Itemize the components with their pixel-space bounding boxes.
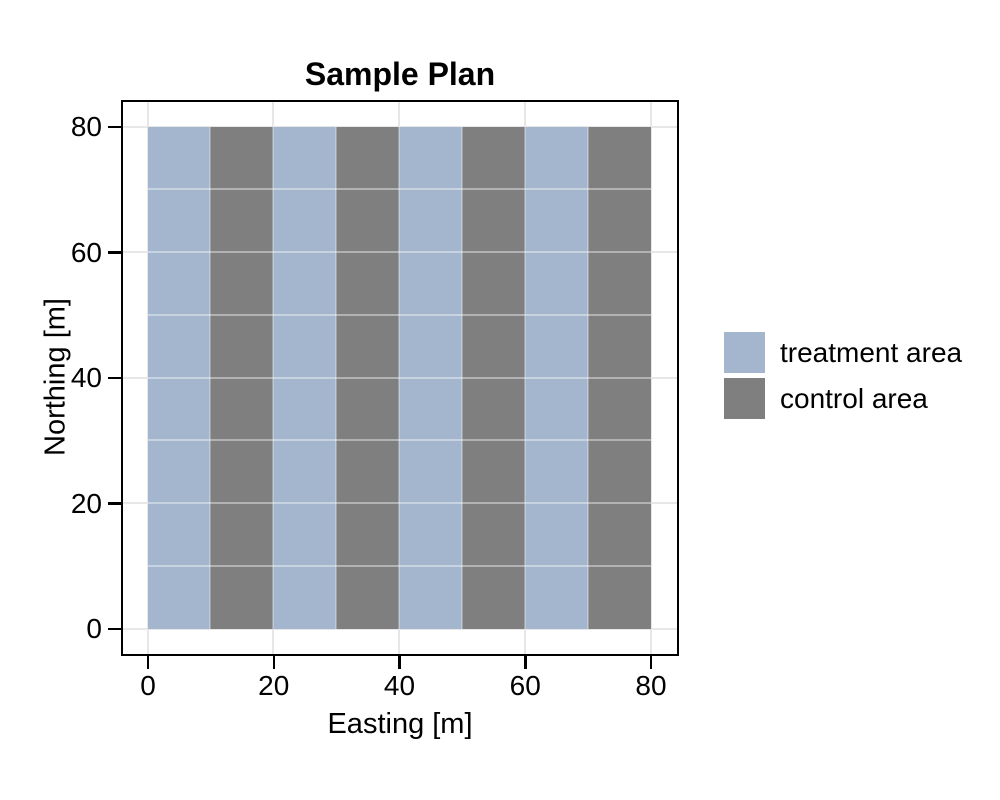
- stripe-treatment-area: [524, 126, 588, 629]
- tile-seam-vertical: [398, 126, 400, 629]
- stripe-treatment-area: [147, 126, 211, 629]
- x-tick: [272, 656, 275, 669]
- x-tick-label: 20: [258, 670, 290, 701]
- tile-seam-vertical: [209, 126, 212, 629]
- plot-title: Sample Plan: [304, 56, 496, 92]
- x-tick-label: 60: [509, 670, 541, 701]
- tile-seam-vertical: [586, 126, 589, 629]
- legend-entry: treatment area: [724, 332, 962, 373]
- tile-seam-horizontal: [147, 439, 651, 442]
- plot-panel: [121, 100, 679, 656]
- y-tick-label: 80: [70, 111, 102, 142]
- legend-swatch-treatment-area: [724, 332, 765, 373]
- y-tick-label: 20: [70, 487, 102, 519]
- x-tick-label: 0: [140, 670, 156, 701]
- tile-seam-vertical: [523, 126, 526, 629]
- stripe-treatment-area: [273, 126, 337, 629]
- y-tick: [108, 125, 121, 129]
- tile-seam-vertical: [335, 126, 338, 629]
- x-tick: [398, 656, 401, 669]
- y-tick: [108, 502, 121, 505]
- y-tick: [108, 627, 121, 631]
- tile-seam-horizontal: [147, 313, 651, 316]
- y-tick-label: 40: [70, 362, 102, 393]
- stripe-control-area: [210, 126, 274, 629]
- x-tick-label: 40: [383, 670, 416, 701]
- legend-swatch-control-area: [724, 378, 765, 419]
- y-tick: [108, 251, 121, 254]
- x-tick-label: 80: [635, 670, 667, 701]
- legend-entry: control area: [724, 378, 962, 419]
- stripe-treatment-area: [399, 126, 462, 629]
- tile-seam-vertical: [460, 126, 463, 629]
- stripe-control-area: [587, 126, 651, 629]
- legend-label: control area: [780, 382, 928, 414]
- x-tick: [146, 656, 150, 669]
- x-tick: [524, 656, 527, 669]
- gridline-major-y: [123, 627, 677, 630]
- stripe-control-area: [461, 126, 525, 629]
- y-tick: [108, 376, 121, 380]
- legend: treatment area control area: [724, 332, 962, 424]
- tile-seam-horizontal: [147, 502, 651, 504]
- tile-seam-horizontal: [147, 564, 651, 567]
- stripe-control-area: [336, 126, 399, 629]
- legend-label: treatment area: [780, 336, 963, 368]
- y-tick-label: 0: [86, 613, 102, 644]
- tile-seam-horizontal: [147, 376, 651, 379]
- y-tick-label: 60: [70, 236, 102, 268]
- x-axis-title: Easting [m]: [327, 708, 473, 740]
- tile-seam-vertical: [272, 126, 275, 629]
- x-tick: [649, 656, 653, 669]
- tile-seam-horizontal: [147, 188, 651, 191]
- tile-seam-horizontal: [147, 251, 651, 253]
